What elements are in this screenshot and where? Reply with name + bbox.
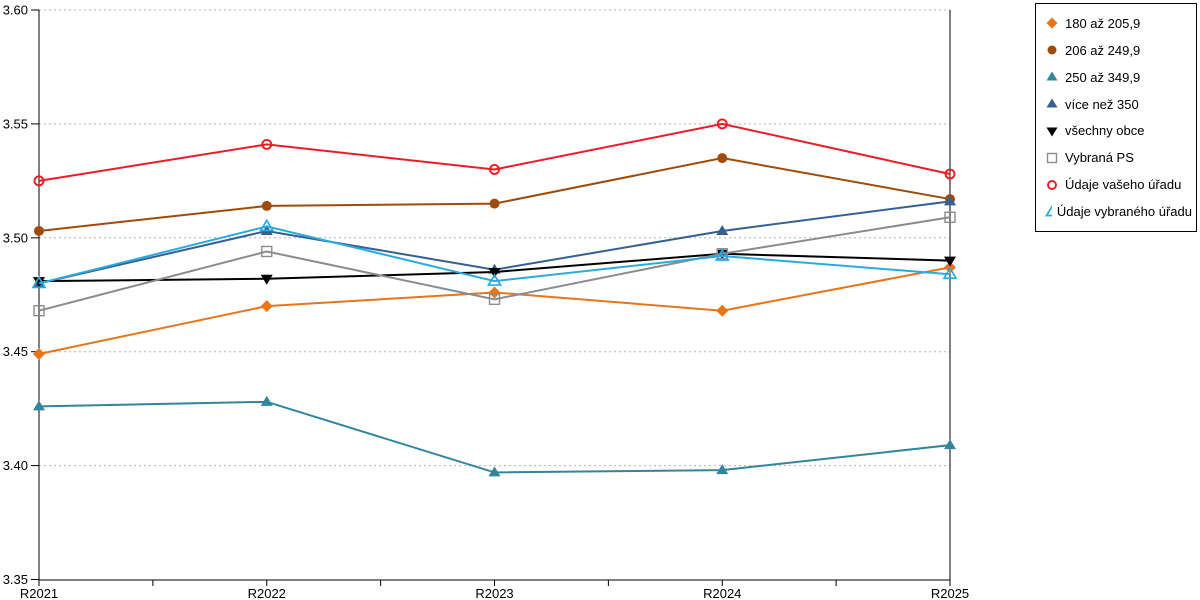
marker-triangle-up	[942, 266, 958, 280]
marker-square	[261, 245, 273, 258]
legend-label: všechny obce	[1065, 123, 1145, 139]
series-5	[33, 211, 956, 317]
y-tick-label: 3.60	[3, 3, 28, 18]
marker-circle	[944, 168, 956, 180]
legend-label: Údaje vybraného úřadu	[1056, 204, 1192, 220]
marker-triangle-up	[714, 248, 730, 261]
marker-circle	[34, 225, 44, 236]
marker-circle	[261, 138, 273, 150]
marker-circle	[717, 153, 728, 164]
marker-square	[488, 293, 501, 306]
marker-diamond	[716, 304, 729, 317]
series-line	[38, 216, 951, 312]
marker-triangle-up	[1046, 98, 1058, 108]
y-tick-label: 3.45	[3, 344, 28, 359]
legend-item-3: více než 350	[1044, 96, 1192, 112]
x-tick-label: R2023	[475, 586, 513, 600]
marker-circle	[716, 118, 728, 130]
marker-circle	[1047, 45, 1057, 55]
marker-triangle-up	[488, 466, 501, 477]
series-7	[31, 218, 958, 289]
legend-label: 180 až 205,9	[1065, 15, 1141, 31]
marker-triangle-up	[944, 439, 956, 450]
legend-item-2: 250 až 349,9	[1044, 69, 1192, 85]
marker-triangle-down	[944, 256, 956, 267]
marker-triangle-down	[1046, 127, 1058, 137]
marker-triangle-up	[716, 224, 729, 235]
legend-item-0: 180 až 205,9	[1044, 15, 1192, 31]
marker-triangle-up	[944, 195, 956, 206]
marker-triangle-up	[33, 400, 45, 411]
series-0	[33, 261, 956, 360]
marker-diamond	[33, 347, 45, 360]
y-tick-label: 3.55	[3, 116, 28, 131]
marker-diamond	[1046, 17, 1058, 29]
legend-item-4: všechny obce	[1044, 123, 1192, 139]
legend-item-7: Údaje vybraného úřadu	[1044, 204, 1192, 220]
marker-triangle-up	[1046, 71, 1058, 81]
marker-triangle-up	[1044, 204, 1052, 216]
series-6	[33, 118, 956, 187]
legend-marker-diamond-icon	[1046, 17, 1058, 29]
legend-item-1: 206 až 249,9	[1044, 42, 1192, 58]
marker-square	[944, 211, 956, 223]
marker-circle	[1047, 179, 1057, 190]
legend-marker-circle-icon	[1047, 179, 1057, 190]
series-2	[33, 395, 956, 477]
marker-square	[1046, 152, 1058, 164]
legend-marker-triangle-up-icon	[1046, 98, 1058, 108]
chart-legend: 180 až 205,9 206 až 249,9 250 až 349,9 více…	[1035, 3, 1197, 232]
legend-marker-square-icon	[1046, 152, 1058, 164]
y-tick-label: 3.50	[3, 230, 28, 245]
legend-label: více než 350	[1065, 96, 1139, 112]
marker-square	[33, 304, 45, 317]
marker-diamond	[488, 286, 501, 299]
legend-label: 206 až 249,9	[1065, 42, 1141, 58]
marker-circle	[489, 164, 500, 175]
series-4	[33, 249, 956, 288]
series-line	[38, 225, 951, 285]
legend-item-5: Vybraná PS	[1044, 150, 1192, 166]
legend-marker-triangle-up-icon	[1046, 71, 1058, 81]
marker-diamond	[260, 300, 273, 313]
series-line	[38, 122, 951, 182]
marker-triangle-up	[260, 395, 273, 406]
marker-triangle-down	[33, 277, 45, 288]
marker-circle	[261, 200, 272, 211]
legend-marker-triangle-up-icon	[1044, 204, 1052, 216]
marker-triangle-up	[486, 273, 503, 286]
x-tick-label: R2021	[20, 586, 58, 600]
x-tick-label: R2024	[703, 586, 741, 600]
series-line	[38, 400, 951, 474]
legend-label: Vybraná PS	[1065, 150, 1134, 166]
marker-circle	[489, 198, 500, 209]
legend-label: 250 až 349,9	[1065, 69, 1141, 85]
marker-triangle-up	[259, 218, 275, 232]
legend-item-6: Údaje vašeho úřadu	[1044, 177, 1192, 193]
marker-triangle-down	[488, 267, 501, 278]
y-tick-label: 3.35	[3, 572, 28, 587]
marker-triangle-down	[260, 274, 273, 285]
series-1	[34, 153, 955, 236]
y-tick-label: 3.40	[3, 458, 28, 473]
x-tick-label: R2022	[248, 586, 286, 600]
legend-marker-triangle-down-icon	[1046, 127, 1058, 137]
marker-circle	[33, 175, 45, 187]
x-tick-label: R2025	[931, 586, 969, 600]
legend-marker-circle-icon	[1047, 45, 1057, 55]
legend-label: Údaje vašeho úřadu	[1065, 177, 1182, 193]
marker-triangle-up	[716, 464, 729, 475]
marker-triangle-up	[31, 275, 47, 289]
